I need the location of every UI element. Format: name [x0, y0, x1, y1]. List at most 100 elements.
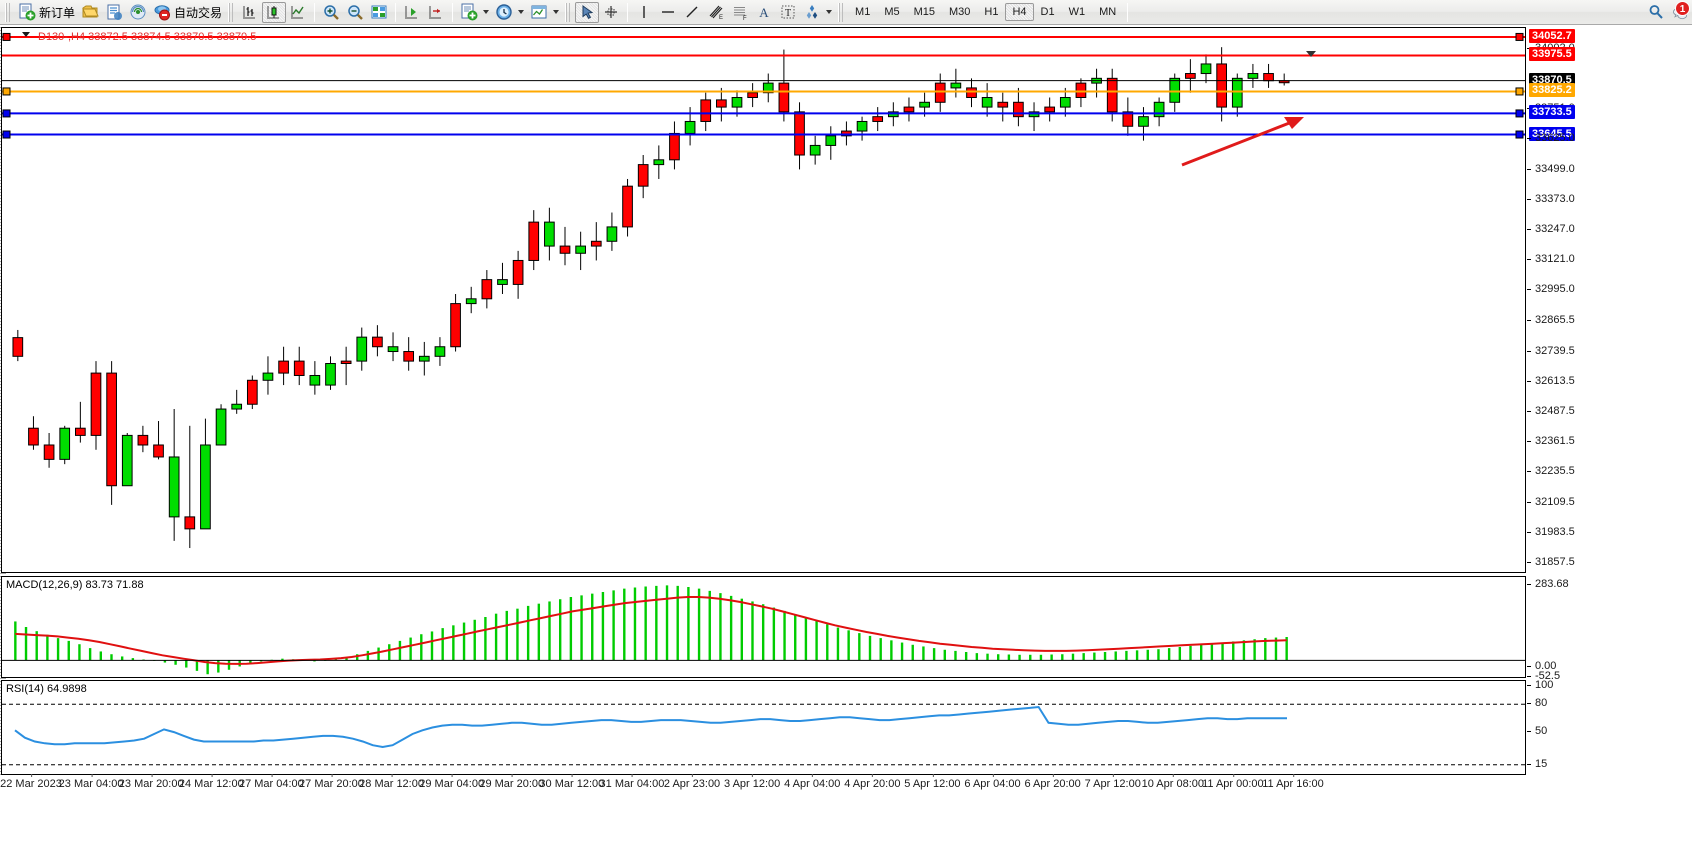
text-label-button[interactable]: A	[752, 2, 776, 23]
shapes-dropdown-caret[interactable]	[826, 10, 833, 14]
toolbar-grip-4[interactable]	[838, 2, 846, 22]
zoom-out-icon	[348, 5, 363, 20]
price-level-label[interactable]: 33975.5	[1529, 47, 1575, 62]
fibonacci-button[interactable]: F	[728, 2, 752, 23]
timeframe-mn[interactable]: MN	[1099, 6, 1117, 18]
toolbar-sep-4	[627, 2, 629, 22]
toolbar-grip-2[interactable]	[228, 2, 236, 22]
svg-text:F: F	[743, 16, 747, 21]
signal-icon	[130, 4, 146, 20]
templates-dropdown-caret[interactable]	[553, 10, 560, 14]
time-axis[interactable]: 22 Mar 2023 23 Mar 04:00 23 Mar 20:00 24 Ma…	[0, 774, 1691, 797]
timeframe-d1[interactable]: D1	[1040, 6, 1055, 18]
trendline-icon	[686, 6, 698, 18]
price-level-label[interactable]: 33645.5	[1529, 126, 1575, 141]
time-axis-label: 3 Apr 12:00	[724, 774, 781, 790]
templates-button[interactable]	[527, 2, 562, 23]
indicator-add-icon	[461, 3, 478, 21]
price-candles	[2, 32, 1525, 549]
candlestick-chart-button[interactable]	[262, 1, 287, 23]
time-axis-label: 29 Mar 20:00	[479, 774, 545, 790]
horizontal-line-icon	[662, 11, 675, 13]
price-tick-label: 33625.0	[1527, 132, 1575, 144]
timeframe-h1[interactable]: H1	[984, 6, 999, 18]
line-chart-button[interactable]	[286, 2, 310, 23]
time-axis-label: 11 Apr 16:00	[1262, 774, 1324, 790]
indicators-button[interactable]	[457, 2, 492, 23]
auto-trading-label: 自动交易	[174, 5, 223, 20]
auto-trading-button[interactable]: 自动交易	[150, 2, 225, 23]
time-axis-label: 27 Mar 04:00	[238, 774, 304, 790]
price-level-label[interactable]: 33825.2	[1529, 83, 1575, 98]
time-axis-label: 31 Mar 04:00	[599, 774, 665, 790]
line-chart-icon	[291, 6, 304, 19]
toolbar-sep-5	[1127, 2, 1129, 22]
chart-collapse-caret[interactable]	[1306, 51, 1316, 57]
signals-button[interactable]	[126, 2, 150, 23]
svg-text:A: A	[759, 5, 769, 20]
new-order-button[interactable]: 新订单	[15, 2, 78, 23]
svg-text:E: E	[719, 15, 723, 21]
trendline-button[interactable]	[680, 2, 704, 23]
price-level-label[interactable]: 34052.7	[1529, 28, 1575, 43]
new-order-icon	[19, 3, 36, 21]
notifications-button[interactable]: 1	[1668, 1, 1690, 22]
auto-scroll-button[interactable]	[400, 2, 424, 23]
crosshair-button[interactable]	[599, 2, 623, 23]
price-level-label[interactable]: 33870.5	[1529, 72, 1575, 87]
chart-grid-button[interactable]	[367, 2, 391, 23]
price-tick-label: 31983.5	[1527, 526, 1575, 538]
notification-count-badge: 1	[1675, 1, 1690, 16]
indicators-dropdown-caret[interactable]	[483, 10, 490, 14]
timeframe-m5[interactable]: M5	[884, 6, 900, 18]
rsi-plot	[2, 703, 1525, 766]
rsi-title: RSI(14) 64.9898	[6, 683, 87, 695]
time-axis-label: 6 Apr 20:00	[1024, 774, 1081, 790]
price-tick-label: 31857.5	[1527, 556, 1575, 568]
bar-chart-button[interactable]	[238, 2, 262, 23]
macd-scale-label: 0.00	[1527, 660, 1556, 672]
search-button[interactable]	[1644, 2, 1668, 23]
text-box-button[interactable]: T	[776, 2, 800, 23]
macd-pane[interactable]: MACD(12,26,9) 83.73 71.88	[1, 576, 1526, 678]
time-axis-label: 10 Apr 08:00	[1141, 774, 1204, 790]
time-axis-label: 24 Mar 12:00	[178, 774, 244, 790]
price-scale[interactable]: 34052.734002.033975.533870.533825.233751…	[1527, 27, 1691, 573]
shapes-button[interactable]	[800, 2, 835, 23]
rsi-pane[interactable]: RSI(14) 64.9898	[1, 680, 1526, 775]
price-pane[interactable]: D130-,H4 33872.5 33874.5 33870.5 33870.5	[1, 27, 1526, 573]
bar-chart-icon	[243, 6, 256, 19]
zoom-out-button[interactable]	[343, 2, 367, 23]
chart-shift-button[interactable]	[424, 2, 448, 23]
zoom-in-button[interactable]	[319, 2, 343, 23]
toolbar-grip-1[interactable]	[5, 2, 12, 22]
metaeditor-button[interactable]	[102, 2, 126, 23]
time-axis-label: 2 Apr 23:00	[663, 774, 721, 790]
cursor-button[interactable]	[575, 1, 600, 23]
price-level-label[interactable]: 33733.5	[1529, 105, 1575, 120]
macd-scale: 283.68 0.00 -52.5	[1527, 576, 1691, 682]
time-axis-label: 28 Mar 12:00	[359, 774, 424, 790]
periods-button[interactable]	[492, 2, 527, 23]
expert-advisors-button[interactable]	[78, 2, 102, 23]
vertical-line-button[interactable]	[632, 2, 656, 23]
grid-icon	[371, 5, 387, 19]
equidistant-channel-button[interactable]: E	[704, 2, 728, 23]
toolbar-grip-3[interactable]	[565, 2, 573, 22]
timeframe-m1[interactable]: M1	[855, 6, 871, 18]
shapes-icon	[806, 5, 818, 19]
crosshair-icon	[605, 6, 618, 18]
timeframe-h4[interactable]: H4	[1005, 3, 1034, 21]
periods-dropdown-caret[interactable]	[518, 10, 525, 14]
horizontal-line-button[interactable]	[656, 2, 680, 23]
price-tick-label: 32109.5	[1527, 496, 1575, 508]
timeframe-m15[interactable]: M15	[913, 6, 935, 18]
main-toolbar: 新订单 自动交易	[0, 0, 1692, 25]
time-axis-label: 6 Apr 04:00	[964, 774, 1021, 790]
toolbar-sep-3	[452, 2, 454, 22]
price-tick-label: 32235.5	[1527, 465, 1575, 477]
timeframe-w1[interactable]: W1	[1068, 6, 1086, 18]
symbol-dropdown-caret[interactable]	[22, 32, 30, 37]
timeframe-m30[interactable]: M30	[949, 6, 971, 18]
macd-title: MACD(12,26,9) 83.73 71.88	[6, 579, 144, 591]
